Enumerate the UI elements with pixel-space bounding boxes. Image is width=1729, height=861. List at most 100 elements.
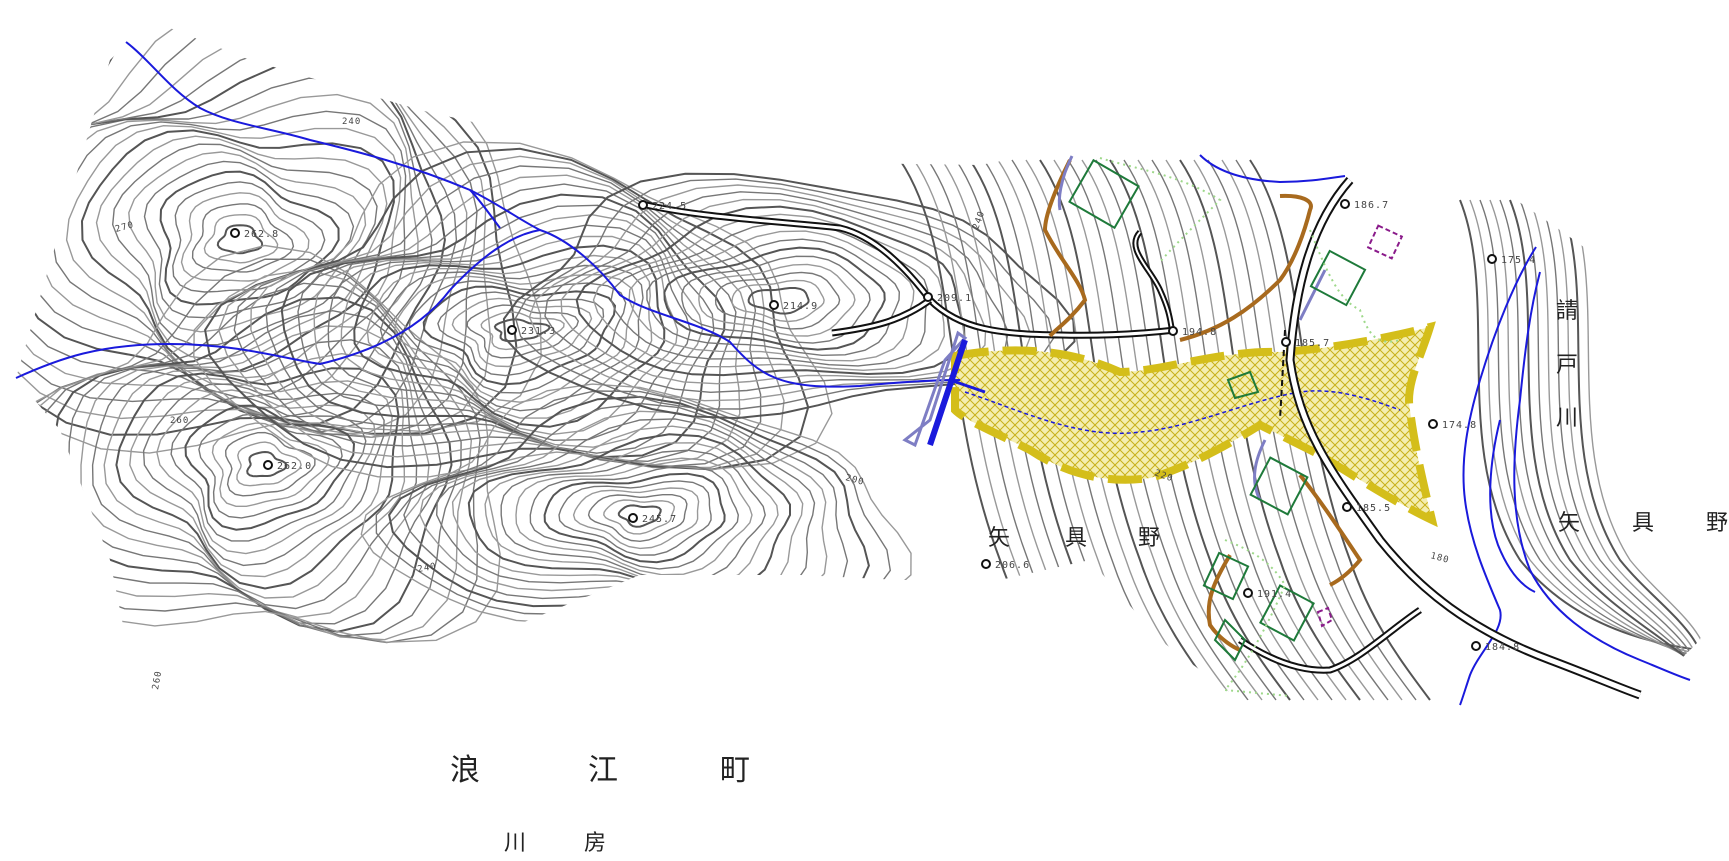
road-north-loop xyxy=(1132,229,1175,331)
contour-line xyxy=(156,389,377,555)
contour-line xyxy=(1519,199,1701,675)
contour-line xyxy=(515,457,753,576)
road-spur xyxy=(831,297,933,337)
wall-southwest xyxy=(1206,553,1241,652)
contour-line xyxy=(129,377,393,578)
contour-label: 260 xyxy=(170,416,189,426)
ukedo-river-channel xyxy=(1489,419,1536,593)
contour-line xyxy=(16,59,446,426)
place-ukedo-2: 戸 xyxy=(1556,353,1578,378)
spot-height-marker xyxy=(230,228,240,238)
wall-road-edge xyxy=(1179,193,1313,342)
place-ukedo-3: 川 xyxy=(1556,406,1578,431)
contour-line xyxy=(1053,159,1235,701)
inner-stream-line xyxy=(964,390,1401,434)
spot-height-label: 224.5 xyxy=(652,201,687,212)
spot-height-marker xyxy=(263,460,273,470)
contour-line xyxy=(1165,159,1347,701)
contour-line xyxy=(1067,159,1249,701)
spot-height-marker xyxy=(1471,641,1481,651)
spot-height-marker xyxy=(1487,254,1497,264)
contour-line xyxy=(502,172,1076,420)
spot-height-marker xyxy=(1340,199,1350,209)
contour-line xyxy=(1539,199,1701,683)
place-kawabusa-1: 川 xyxy=(504,831,526,856)
contour-line xyxy=(1137,159,1319,701)
contour-line xyxy=(128,151,367,333)
levee-north xyxy=(1057,155,1074,211)
contour-line xyxy=(1569,199,1709,695)
road-north-loop-core xyxy=(1134,231,1173,331)
contour-line xyxy=(435,418,816,601)
contour-line xyxy=(1081,159,1263,701)
contour-label: 270 xyxy=(114,220,135,235)
contour-line xyxy=(572,487,700,550)
dam-crest xyxy=(927,339,968,446)
wall-south xyxy=(1298,473,1363,587)
contour-line xyxy=(610,221,929,367)
spot-height-label: 262.8 xyxy=(244,229,279,240)
contour-line xyxy=(587,494,688,543)
contour-line xyxy=(224,431,316,497)
place-yaguno-center-3: 野 xyxy=(1138,526,1160,551)
contour-line xyxy=(393,273,636,403)
spot-height-label: 209.1 xyxy=(937,293,972,304)
vegetation-boundaries xyxy=(1099,157,1401,697)
dam-apron xyxy=(949,378,986,394)
contour-line xyxy=(714,271,841,330)
spot-height-marker xyxy=(628,513,638,523)
contour-line xyxy=(646,238,901,357)
contour-line xyxy=(16,20,518,436)
stream-main xyxy=(15,228,961,388)
marker-square xyxy=(1366,224,1404,260)
contour-line xyxy=(1207,159,1389,701)
road-main-core xyxy=(1287,178,1641,698)
place-namie-3: 町 xyxy=(720,753,750,788)
spot-height-marker xyxy=(923,292,933,302)
contour-line xyxy=(408,280,627,394)
contour-line xyxy=(313,213,704,448)
place-ukedo-1: 請 xyxy=(1556,299,1578,324)
buildings xyxy=(1068,158,1367,662)
contour-line xyxy=(1039,159,1221,701)
building-1 xyxy=(1068,158,1140,230)
contour-line xyxy=(297,204,715,454)
streams xyxy=(15,41,1691,706)
contour-line xyxy=(16,258,481,644)
contour-line xyxy=(480,311,565,351)
contour-label: 200 xyxy=(844,473,865,488)
contour-line xyxy=(1479,199,1701,659)
contour-line xyxy=(80,129,395,374)
stream-ne-ditch xyxy=(1199,154,1346,184)
place-yaguno-center-1: 矢 xyxy=(988,526,1010,551)
place-kawabusa-2: 房 xyxy=(584,831,606,856)
spot-height-label: 194.8 xyxy=(1182,327,1217,338)
contour-line xyxy=(280,193,726,459)
contour-line xyxy=(514,178,1055,410)
stream-branch xyxy=(469,189,501,229)
contour-line xyxy=(250,174,747,467)
contour-line xyxy=(1489,199,1701,663)
retaining-walls xyxy=(1042,159,1363,652)
contour-label: 240 xyxy=(417,562,438,575)
contour-line xyxy=(159,170,340,306)
contour-line xyxy=(1249,159,1431,701)
contour-line xyxy=(265,183,737,463)
contour-line xyxy=(575,205,966,377)
contour-line xyxy=(1123,159,1305,701)
contour-line xyxy=(451,297,593,368)
markers xyxy=(1316,224,1404,628)
contour-line xyxy=(193,141,833,478)
contour-line xyxy=(203,213,279,264)
contour-line xyxy=(1469,199,1701,655)
contour-line xyxy=(560,198,987,385)
contour-line xyxy=(184,404,356,531)
contour-line xyxy=(198,413,343,519)
contour-line xyxy=(236,441,302,487)
spot-height-label: 186.7 xyxy=(1354,200,1389,211)
spot-height-label: 191.4 xyxy=(1257,589,1292,600)
contour-line xyxy=(529,465,740,570)
contour-line xyxy=(1459,199,1701,651)
spot-height-label: 185.5 xyxy=(1356,503,1391,514)
